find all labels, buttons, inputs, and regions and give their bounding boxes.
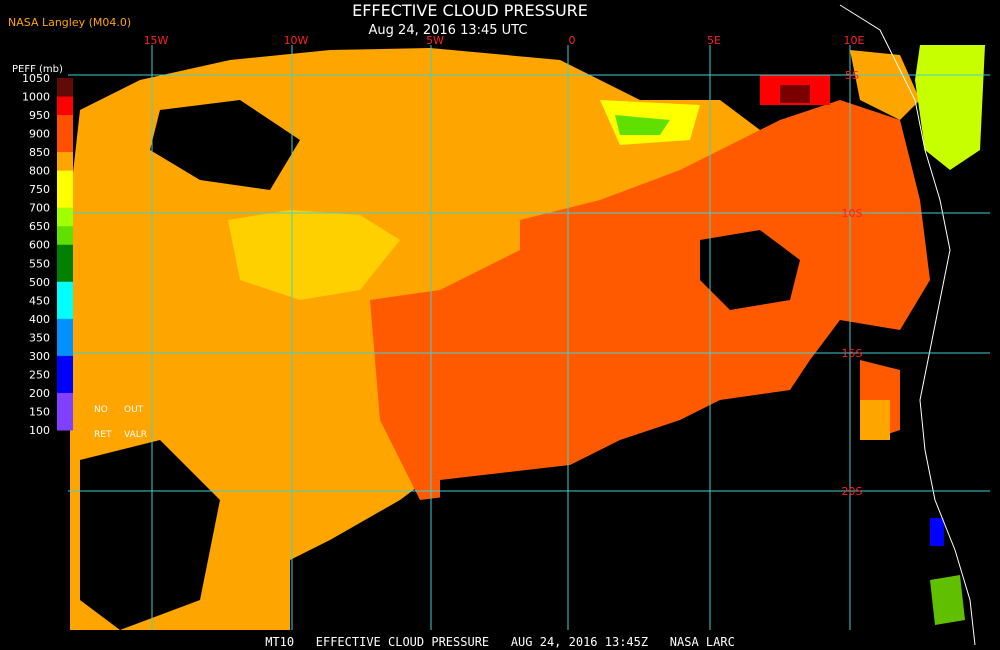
longitude-label: 10E: [844, 34, 865, 47]
clear-area: [80, 440, 220, 630]
legend-swatch: [57, 152, 73, 172]
legend-swatch: [57, 244, 73, 264]
legend-label: 800: [29, 165, 50, 178]
clear-area: [440, 450, 880, 630]
legend-label: 150: [29, 405, 50, 418]
cloud-region: [930, 575, 965, 625]
legend-swatch: [57, 300, 73, 320]
legend-label: 1000: [22, 91, 50, 104]
legend-note: NO: [94, 405, 108, 415]
legend-swatch: [57, 226, 73, 246]
datetime: Aug 24, 2016 13:45 UTC: [369, 23, 528, 38]
legend-swatch: [57, 96, 73, 116]
legend-label: 250: [29, 368, 50, 381]
legend-swatch: [57, 263, 73, 283]
longitude-label: 0: [569, 34, 576, 47]
longitude-label: 10W: [284, 34, 309, 47]
legend-swatch: [57, 78, 73, 98]
legend-label: 600: [29, 239, 50, 252]
legend-label: 100: [29, 424, 50, 437]
latitude-label: 5S: [845, 69, 859, 82]
latitude-label: 20S: [842, 485, 863, 498]
legend-swatch: [57, 411, 73, 431]
cloud-region: [860, 400, 890, 440]
legend-label: 400: [29, 313, 50, 326]
longitude-label: 15W: [144, 34, 169, 47]
legend-label: 450: [29, 294, 50, 307]
legend-swatch: [57, 337, 73, 357]
legend-label: 200: [29, 387, 50, 400]
cloud-region: [615, 115, 670, 135]
longitude-label: 5E: [707, 34, 721, 47]
cloud-region: [915, 45, 985, 170]
coastline: [839, 4, 976, 646]
legend: PEFF (mb) 1050 1000 950 900 850 800 750 700 650 6…: [12, 64, 147, 440]
cloud-region: [780, 85, 810, 103]
legend-label: 950: [29, 109, 50, 122]
cloud-region: [228, 210, 400, 300]
source-label: NASA Langley (M04.0): [8, 16, 131, 29]
legend-label: 500: [29, 276, 50, 289]
legend-label: 650: [29, 220, 50, 233]
legend-swatch: [57, 189, 73, 209]
legend-swatch: [57, 170, 73, 190]
graticule: 15W 10W 5W 0 5E 10E 5S 10S 15S 20S: [68, 34, 990, 630]
latitude-label: 15S: [842, 347, 863, 360]
legend-swatch: [57, 115, 73, 135]
latitude-label: 10S: [842, 207, 863, 220]
legend-note: VALR: [124, 430, 147, 440]
legend-note: OUT: [124, 405, 144, 415]
cloud-field: [70, 4, 985, 646]
legend-label: 750: [29, 183, 50, 196]
legend-label: 300: [29, 350, 50, 363]
title: EFFECTIVE CLOUD PRESSURE: [352, 1, 588, 20]
legend-swatch: [57, 207, 73, 227]
legend-note: RET: [94, 430, 112, 440]
legend-label: 700: [29, 202, 50, 215]
clear-area: [700, 230, 800, 310]
footer: MT10 EFFECTIVE CLOUD PRESSURE AUG 24, 20…: [265, 635, 735, 649]
legend-label: 350: [29, 331, 50, 344]
cloud-region: [930, 518, 944, 546]
legend-label: 550: [29, 257, 50, 270]
cloud-region: [850, 50, 920, 120]
legend-label: 900: [29, 128, 50, 141]
legend-label: 850: [29, 146, 50, 159]
legend-swatch: [57, 281, 73, 301]
clear-area: [150, 100, 300, 190]
legend-swatch: [57, 133, 73, 153]
legend-swatch: [57, 355, 73, 375]
cloud-region: [370, 100, 930, 500]
legend-title: PEFF (mb): [12, 64, 63, 75]
legend-label: 1050: [22, 72, 50, 85]
longitude-label: 5W: [426, 34, 444, 47]
legend-swatch: [57, 374, 73, 394]
legend-swatch: [57, 318, 73, 338]
legend-swatch: [57, 392, 73, 412]
